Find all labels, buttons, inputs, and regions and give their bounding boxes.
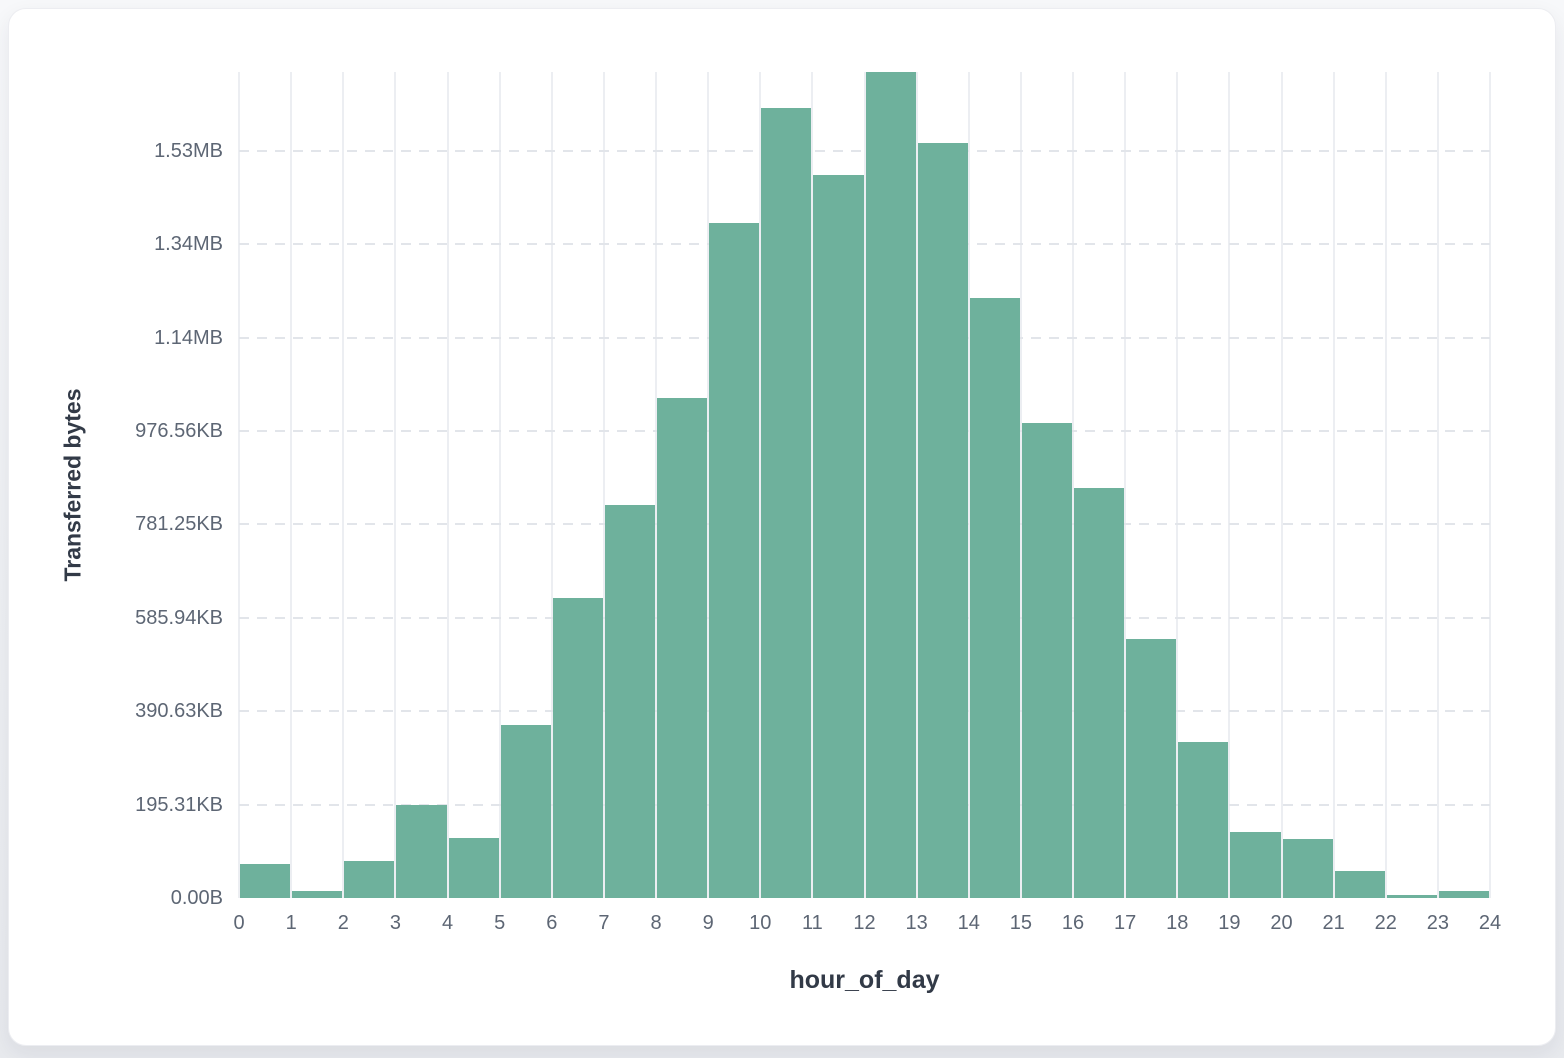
horizontal-gridline xyxy=(239,616,1490,619)
x-axis-tick-label: 4 xyxy=(441,912,454,934)
vertical-gridline xyxy=(915,72,918,898)
x-axis-tick-label: 10 xyxy=(749,912,772,934)
vertical-gridline xyxy=(342,72,345,898)
histogram-bar[interactable] xyxy=(813,174,864,898)
x-axis-tick-label: 21 xyxy=(1322,912,1345,934)
histogram-bar[interactable] xyxy=(1021,422,1072,898)
histogram-bar[interactable] xyxy=(1386,895,1437,898)
vertical-gridline xyxy=(1072,72,1074,898)
vertical-gridline xyxy=(1436,72,1439,898)
horizontal-gridline xyxy=(239,803,1490,806)
horizontal-gridline xyxy=(239,149,1490,152)
vertical-gridline xyxy=(655,72,657,898)
x-axis-tick-label: 6 xyxy=(546,912,558,934)
histogram-bar[interactable] xyxy=(1178,741,1229,898)
histogram-bar[interactable] xyxy=(761,107,812,898)
x-axis-tick-label: 23 xyxy=(1426,912,1449,934)
y-axis-tick-label: 1.14MB xyxy=(154,326,223,349)
histogram-bar[interactable] xyxy=(604,505,655,898)
x-axis-tick-label: 1 xyxy=(285,912,297,934)
histogram-bar[interactable] xyxy=(344,861,395,898)
y-axis-tick-label: 0.00B xyxy=(170,887,223,909)
y-axis-tick-label: 1.34MB xyxy=(154,233,223,256)
vertical-gridline xyxy=(967,72,970,898)
x-axis-tick-label: 16 xyxy=(1061,912,1085,934)
x-axis-tick-label: 17 xyxy=(1114,912,1137,934)
histogram-bar[interactable] xyxy=(1074,487,1125,898)
x-axis-tick-label: 14 xyxy=(957,912,980,934)
vertical-gridline xyxy=(1280,72,1283,898)
vertical-gridline xyxy=(759,72,762,898)
x-axis-tick-label: 18 xyxy=(1166,912,1189,934)
histogram-bar[interactable] xyxy=(657,398,708,898)
histogram-bar[interactable] xyxy=(500,724,551,898)
x-axis-tick-label: 11 xyxy=(801,912,823,934)
y-axis-tick-label: 585.94KB xyxy=(135,606,223,629)
x-axis-tick-label: 12 xyxy=(853,912,876,934)
x-axis-tick-label: 5 xyxy=(494,912,506,934)
chart-card: Transferred bytes 0 1 2 3 4 5 6 7 8 9 10 11 12 13 14 15… xyxy=(8,8,1556,1046)
histogram-bar[interactable] xyxy=(709,222,760,898)
histogram-bar[interactable] xyxy=(292,890,343,898)
histogram-bar[interactable] xyxy=(552,597,603,898)
histogram-bar[interactable] xyxy=(1282,838,1333,898)
horizontal-gridline xyxy=(239,243,1490,246)
x-axis-tick-label: 2 xyxy=(337,912,349,934)
vertical-gridline xyxy=(1489,72,1491,898)
vertical-gridline xyxy=(707,72,710,898)
vertical-gridline xyxy=(1384,72,1387,898)
x-axis-tick-label: 13 xyxy=(905,912,928,934)
horizontal-gridline xyxy=(239,336,1490,339)
x-axis-tick-label: 9 xyxy=(702,912,714,934)
histogram-bar[interactable] xyxy=(1230,831,1281,898)
vertical-gridline xyxy=(550,72,553,898)
vertical-gridline xyxy=(1124,72,1127,898)
histogram-bar[interactable] xyxy=(917,142,968,898)
vertical-gridline xyxy=(394,72,397,898)
vertical-gridline xyxy=(1176,72,1179,898)
x-axis-tick-label: 7 xyxy=(598,912,610,934)
y-axis-tick-label: 390.63KB xyxy=(135,700,223,723)
histogram-bar[interactable] xyxy=(396,804,447,898)
y-axis-tick-label: 195.31KB xyxy=(135,793,223,816)
vertical-gridline xyxy=(238,72,240,898)
x-axis-tick-label: 0 xyxy=(233,912,245,934)
horizontal-gridline xyxy=(239,523,1490,526)
y-axis-title: Transferred bytes xyxy=(59,388,86,582)
y-axis-tick-label: 781.25KB xyxy=(135,513,223,536)
histogram-bar[interactable] xyxy=(865,72,916,898)
vertical-gridline xyxy=(290,72,293,898)
y-axis-tick-label: 1.53MB xyxy=(154,139,223,162)
vertical-gridline xyxy=(1019,72,1022,898)
x-axis-tick-label: 20 xyxy=(1270,912,1293,934)
histogram-bar[interactable] xyxy=(1438,891,1489,898)
x-axis-tick-label: 24 xyxy=(1478,912,1502,934)
vertical-gridline xyxy=(602,72,605,898)
x-axis-title: hour_of_day xyxy=(789,966,940,994)
horizontal-gridline xyxy=(239,710,1490,713)
horizontal-gridline xyxy=(239,429,1490,432)
x-axis-tick-label: 22 xyxy=(1374,912,1397,934)
x-axis-tick-label: 8 xyxy=(650,912,662,934)
vertical-gridline xyxy=(1332,72,1335,898)
vertical-gridline xyxy=(1228,72,1231,898)
vertical-gridline xyxy=(446,72,449,898)
vertical-gridline xyxy=(811,72,814,898)
histogram-bar[interactable] xyxy=(1126,639,1177,898)
histogram-bar[interactable] xyxy=(969,298,1020,898)
plot-area: 0 1 2 3 4 5 6 7 8 9 10 11 12 13 14 15 16 17 18 19 20 21 22 23 24… xyxy=(135,72,1501,934)
x-axis-tick-label: 3 xyxy=(389,912,401,934)
histogram-bar[interactable] xyxy=(1334,870,1385,898)
y-axis-tick-label: 976.56KB xyxy=(135,419,223,442)
histogram-bar[interactable] xyxy=(240,863,291,898)
vertical-gridline xyxy=(498,72,501,898)
histogram-bar[interactable] xyxy=(448,838,499,898)
vertical-gridline xyxy=(863,72,866,898)
x-axis-tick-label: 15 xyxy=(1009,912,1032,934)
x-axis-tick-label: 19 xyxy=(1218,912,1241,934)
